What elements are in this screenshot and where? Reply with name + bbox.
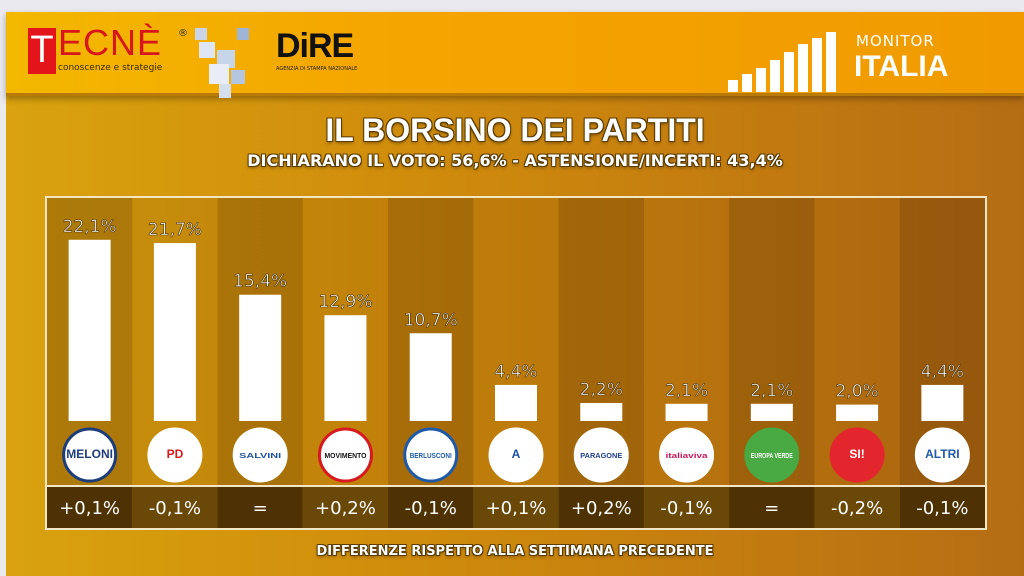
bar bbox=[580, 402, 623, 421]
logo-circle bbox=[232, 427, 288, 483]
monitor-label: MONITOR bbox=[856, 32, 935, 50]
chart-area: 22,1% MELONI +0,1% 21,7% PD -0,1% 15,4% SALVINI… bbox=[45, 196, 987, 530]
logo-circle bbox=[147, 427, 203, 483]
change-cell bbox=[899, 487, 985, 528]
party-logo-icon: PD bbox=[147, 427, 203, 483]
party-logo-icon: A bbox=[488, 427, 544, 483]
change-cell bbox=[388, 487, 474, 528]
logo-circle bbox=[659, 427, 715, 483]
change-cell bbox=[217, 487, 303, 528]
logo-text: italiaviva bbox=[666, 453, 708, 460]
party-logo-icon: SI! bbox=[829, 427, 885, 483]
change-cell bbox=[132, 487, 218, 528]
bar bbox=[409, 333, 452, 421]
logo-text: MOVIMENTO bbox=[324, 453, 367, 460]
cubes-icon bbox=[195, 28, 249, 98]
chart-subtitle: DICHIARANO IL VOTO: 56,6% - ASTENSIONE/I… bbox=[247, 151, 783, 170]
bar bbox=[750, 403, 793, 421]
value-label: 2,1% bbox=[665, 381, 708, 401]
logo-text: EUROPA VERDE bbox=[751, 453, 793, 460]
value-label: 12,9% bbox=[318, 292, 372, 312]
party-logo-icon: PARAGONE bbox=[573, 427, 629, 483]
bar bbox=[836, 404, 879, 421]
bar bbox=[665, 403, 708, 421]
header: T ECNÈ conoscenze e strategie ® DiRE AGE… bbox=[6, 12, 1024, 98]
party-logo-icon: ALTRI bbox=[914, 427, 970, 483]
logo-circle bbox=[573, 427, 629, 483]
party-logo-icon: EUROPA VERDE bbox=[744, 427, 800, 483]
tecne-logo-letter: T bbox=[28, 28, 56, 74]
bar bbox=[239, 294, 282, 421]
change-label: +0,2% bbox=[315, 498, 376, 519]
change-cell bbox=[473, 487, 559, 528]
bar bbox=[921, 384, 964, 421]
bar-chart-icon bbox=[728, 32, 836, 92]
dire-logo: DiRE bbox=[276, 27, 354, 65]
change-label: -0,1% bbox=[405, 498, 457, 519]
logo-circle bbox=[744, 427, 800, 483]
change-cell bbox=[302, 487, 389, 528]
party-logo-icon: italiaviva bbox=[659, 427, 715, 483]
logo-circle bbox=[914, 427, 970, 483]
party-logo-icon: MELONI bbox=[62, 427, 118, 483]
value-label: 22,1% bbox=[63, 217, 117, 237]
registered-mark: ® bbox=[178, 28, 188, 39]
value-label: 2,1% bbox=[750, 381, 793, 401]
chart-footer: DIFFERENZE RISPETTO ALLA SETTIMANA PRECE… bbox=[316, 544, 714, 559]
bar bbox=[324, 315, 367, 421]
change-label: -0,1% bbox=[660, 498, 712, 519]
value-label: 10,7% bbox=[404, 310, 458, 330]
party-logo-icon: SALVINI bbox=[232, 427, 288, 483]
logo-circle bbox=[488, 427, 544, 483]
change-cell bbox=[643, 487, 730, 528]
logo-circle bbox=[317, 427, 373, 483]
value-label: 4,4% bbox=[921, 362, 964, 382]
tecne-tagline: conoscenze e strategie bbox=[58, 63, 163, 73]
change-label: -0,1% bbox=[916, 498, 968, 519]
change-label: = bbox=[253, 498, 268, 519]
change-label: +0,2% bbox=[571, 498, 632, 519]
logo-text: A bbox=[512, 447, 521, 461]
logo-text: SALVINI bbox=[239, 453, 281, 460]
change-label: = bbox=[764, 498, 779, 519]
logo-text: MELONI bbox=[66, 447, 113, 461]
change-cell bbox=[814, 487, 900, 528]
tecne-logo-text: ECNÈ bbox=[58, 22, 163, 63]
logo-circle bbox=[62, 427, 118, 483]
change-cell bbox=[47, 487, 133, 528]
bar-chart: 22,1% MELONI +0,1% 21,7% PD -0,1% 15,4% SALVINI… bbox=[47, 198, 985, 528]
change-label: +0,1% bbox=[59, 498, 120, 519]
change-label: +0,1% bbox=[486, 498, 547, 519]
value-label: 15,4% bbox=[233, 272, 287, 292]
value-label: 2,2% bbox=[580, 380, 623, 400]
party-logo-icon: MOVIMENTO bbox=[317, 427, 373, 483]
change-label: -0,1% bbox=[149, 498, 201, 519]
logo-circle bbox=[403, 427, 459, 483]
change-cell bbox=[729, 487, 815, 528]
bar bbox=[68, 239, 111, 421]
value-label: 4,4% bbox=[494, 362, 537, 382]
logo-text: ALTRI bbox=[925, 447, 959, 461]
logo-text: BERLUSCONI bbox=[410, 453, 452, 460]
bar bbox=[495, 384, 537, 421]
change-cell bbox=[558, 487, 644, 528]
logo-text: SI! bbox=[849, 447, 864, 461]
change-label: -0,2% bbox=[831, 498, 883, 519]
italia-label: ITALIA bbox=[854, 50, 949, 83]
logo-text: PD bbox=[167, 447, 184, 461]
party-logo-icon: BERLUSCONI bbox=[403, 427, 459, 483]
dire-tagline: AGENZIA DI STAMPA NAZIONALE bbox=[276, 66, 358, 72]
logo-circle bbox=[829, 427, 885, 483]
chart-title: IL BORSINO DEI PARTITI bbox=[325, 112, 705, 148]
bar bbox=[153, 243, 196, 421]
value-label: 2,0% bbox=[835, 382, 878, 402]
logo-text: PARAGONE bbox=[580, 453, 622, 460]
value-label: 21,7% bbox=[148, 220, 202, 240]
